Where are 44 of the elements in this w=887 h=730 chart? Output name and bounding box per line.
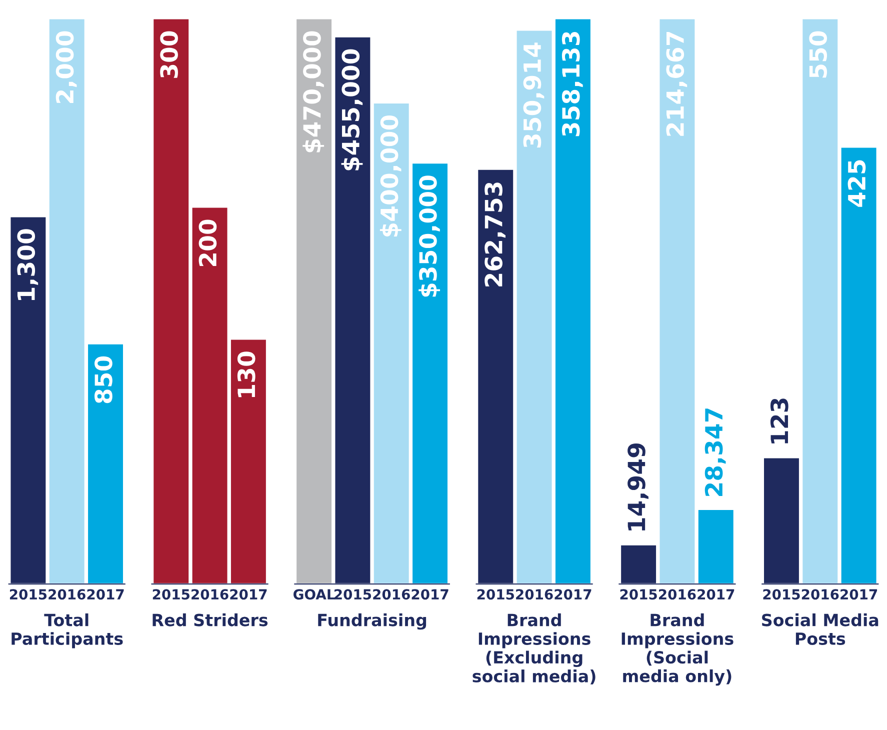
x-tick-label: 2017 xyxy=(698,589,734,600)
x-tick-label: 2017 xyxy=(840,589,878,600)
data-label: 425 xyxy=(848,160,866,207)
data-label: 14,949 xyxy=(628,443,648,530)
x-axis-title: Brand Impressions (Social media only) xyxy=(622,613,734,686)
x-tick-label: 2016 xyxy=(48,589,86,600)
data-label: 262,753 xyxy=(484,182,506,286)
data-label: 28,347 xyxy=(704,408,726,496)
x-tick-label: 2016 xyxy=(516,589,553,600)
data-label: 358,133 xyxy=(562,32,583,136)
x-tick-label: 2016 xyxy=(802,589,839,600)
x-axis-title: Social Media Posts xyxy=(762,613,878,645)
data-label: 350,914 xyxy=(523,42,544,148)
data-label: 214,667 xyxy=(666,32,688,136)
x-tick-label: 2015 xyxy=(620,589,657,600)
x-tick-label: 2017 xyxy=(412,589,448,600)
data-label: $455,000 xyxy=(341,49,363,170)
x-tick-label: 2017 xyxy=(87,589,124,600)
x-axis-title: Red Striders xyxy=(152,613,268,626)
x-tick-label: 2016 xyxy=(192,589,228,600)
x-tick-label: 2015 xyxy=(477,589,514,600)
data-label: 123 xyxy=(770,398,788,444)
x-tick-label: 2015 xyxy=(334,589,372,600)
x-tick-label: 2017 xyxy=(554,589,592,600)
data-label: $470,000 xyxy=(302,31,324,152)
x-axis-title: Fundraising xyxy=(318,613,426,630)
x-tick-label: 2015 xyxy=(152,589,190,600)
x-tick-label: GOAL xyxy=(294,589,335,600)
data-label: 550 xyxy=(809,31,827,78)
x-tick-label: 2015 xyxy=(763,589,800,600)
x-tick-label: 2017 xyxy=(230,589,267,600)
data-label: $350,000 xyxy=(418,176,440,297)
x-tick-label: 2015 xyxy=(10,589,47,600)
data-label: 200 xyxy=(198,220,217,266)
data-label: 2,000 xyxy=(56,31,77,103)
x-axis-title: Total Participants xyxy=(12,613,123,648)
data-label: 850 xyxy=(94,356,112,404)
data-label: 130 xyxy=(237,352,256,398)
x-axis-title: Brand Impressions (Excluding social media) xyxy=(472,613,596,684)
data-label: 1,300 xyxy=(17,229,38,300)
data-label: 300 xyxy=(160,31,178,78)
x-tick-label: 2016 xyxy=(658,589,696,600)
x-tick-label: 2016 xyxy=(373,589,410,600)
data-label: $400,000 xyxy=(380,115,402,236)
